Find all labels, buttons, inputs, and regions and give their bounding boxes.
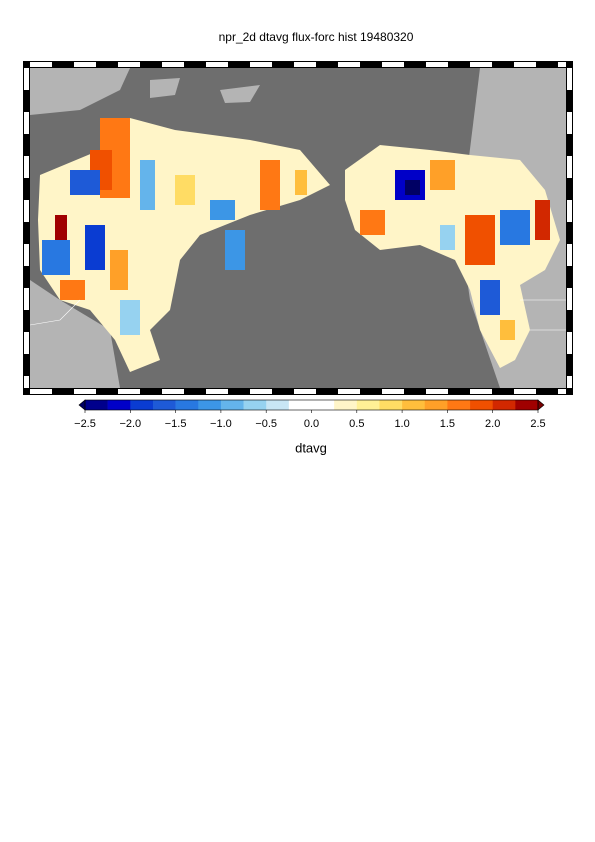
colorbar-tick-label: −2.5: [74, 418, 96, 430]
colorbar-tick-label: −0.5: [255, 418, 277, 430]
colorbar-under: [78, 399, 86, 411]
border-tick: [294, 389, 316, 394]
border-tick: [24, 200, 29, 222]
colorbar-segment: [402, 400, 426, 410]
colorbar-segment: [266, 400, 290, 410]
colorbar-segment: [85, 400, 108, 410]
border-tick: [118, 389, 140, 394]
border-tick: [338, 62, 360, 67]
colorbar-segment: [379, 400, 403, 410]
colorbar-tick-label: −1.5: [165, 418, 187, 430]
border-tick: [24, 156, 29, 178]
border-tick: [567, 376, 572, 388]
border-tick: [162, 389, 184, 394]
colorbar-tick-label: 1.0: [394, 418, 409, 430]
border-tick: [567, 112, 572, 134]
map-border: [24, 62, 572, 394]
border-tick: [30, 389, 52, 394]
colorbar-tick-label: −1.0: [210, 418, 232, 430]
border-tick: [24, 288, 29, 310]
border-tick: [426, 62, 448, 67]
border-tick: [558, 389, 566, 394]
border-tick: [567, 156, 572, 178]
colorbar-segment: [492, 400, 516, 410]
colorbar-segment: [515, 400, 539, 410]
colorbar-segment: [198, 400, 222, 410]
field-north-america: [345, 145, 560, 368]
border-tick: [558, 62, 566, 67]
colorbar-tick-label: 0.0: [304, 418, 319, 430]
border-tick: [294, 62, 316, 67]
border-tick: [382, 389, 404, 394]
colorbar-segment: [175, 400, 199, 410]
border-tick: [514, 62, 536, 67]
colorbar-tick-label: −2.0: [119, 418, 141, 430]
border-tick: [24, 376, 29, 388]
border-tick: [162, 62, 184, 67]
colorbar-segment: [130, 400, 154, 410]
border-tick: [514, 389, 536, 394]
border-tick: [30, 62, 52, 67]
colorbar-over: [537, 399, 545, 411]
colorbar-segment: [152, 400, 176, 410]
colorbar-tick-label: 0.5: [349, 418, 364, 430]
border-tick: [206, 389, 228, 394]
colorbar-segment: [334, 400, 358, 410]
border-tick: [382, 62, 404, 67]
border-tick: [24, 244, 29, 266]
border-tick: [567, 68, 572, 90]
border-tick: [470, 62, 492, 67]
border-tick: [470, 389, 492, 394]
border-tick: [567, 244, 572, 266]
border-tick: [250, 389, 272, 394]
border-tick: [338, 389, 360, 394]
field-eurasia: [38, 118, 330, 372]
border-tick: [24, 332, 29, 354]
colorbar-segment: [311, 400, 335, 410]
colorbar-segment: [447, 400, 471, 410]
colorbar-segment: [470, 400, 493, 410]
colorbar-segment: [288, 400, 312, 410]
colorbar-tick-label: 1.5: [440, 418, 455, 430]
border-tick: [74, 62, 96, 67]
boundaries: [29, 299, 566, 331]
map: [23, 61, 573, 395]
border-tick: [206, 62, 228, 67]
colorbar-segment: [220, 400, 244, 410]
colorbar-tick-label: 2.0: [485, 418, 500, 430]
border-tick: [250, 62, 272, 67]
border-tick: [567, 200, 572, 222]
colorbar-label: dtavg: [295, 440, 327, 455]
colorbar: −2.5 −2.0 −1.5 −1.0 −0.5 0.0 0.5 1.0 1.5 2.0 2.5: [74, 399, 546, 430]
colorbar-segment: [107, 400, 131, 410]
border-tick: [74, 389, 96, 394]
border-tick: [567, 288, 572, 310]
map-title: npr_2d dtavg flux-forc hist 19480320: [219, 30, 414, 44]
border-tick: [426, 389, 448, 394]
colorbar-segment: [243, 400, 267, 410]
border-tick: [24, 112, 29, 134]
colorbar-segment: [356, 400, 380, 410]
border-tick: [567, 332, 572, 354]
colorbar-segment: [424, 400, 448, 410]
colorbar-tick-label: 2.5: [530, 418, 545, 430]
border-tick: [24, 68, 29, 90]
border-tick: [118, 62, 140, 67]
